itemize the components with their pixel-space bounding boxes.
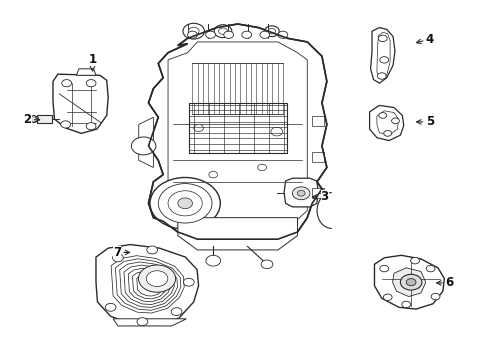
Text: 6: 6 xyxy=(437,276,453,289)
Circle shape xyxy=(383,294,392,301)
Circle shape xyxy=(147,271,168,287)
Circle shape xyxy=(105,303,116,311)
Bar xyxy=(37,115,52,123)
Circle shape xyxy=(171,308,182,316)
Circle shape xyxy=(62,80,72,87)
Circle shape xyxy=(384,131,392,136)
Polygon shape xyxy=(168,42,307,228)
Polygon shape xyxy=(178,218,297,250)
Polygon shape xyxy=(370,28,395,83)
Circle shape xyxy=(380,265,389,272)
Circle shape xyxy=(392,118,399,124)
Text: 5: 5 xyxy=(416,116,434,129)
Circle shape xyxy=(219,28,227,35)
Circle shape xyxy=(183,23,204,39)
Circle shape xyxy=(242,31,251,39)
Circle shape xyxy=(378,35,387,41)
Circle shape xyxy=(168,191,202,216)
Circle shape xyxy=(224,31,234,39)
Circle shape xyxy=(194,125,203,132)
Circle shape xyxy=(380,57,389,63)
Bar xyxy=(312,116,324,126)
Polygon shape xyxy=(284,178,318,207)
Circle shape xyxy=(86,123,96,130)
Polygon shape xyxy=(53,74,108,134)
Circle shape xyxy=(400,274,422,290)
Polygon shape xyxy=(96,244,198,325)
Circle shape xyxy=(261,260,273,269)
Circle shape xyxy=(377,73,386,79)
Circle shape xyxy=(206,255,220,266)
Text: 4: 4 xyxy=(416,32,434,46)
Polygon shape xyxy=(113,319,186,326)
Circle shape xyxy=(209,171,218,178)
Circle shape xyxy=(426,265,435,272)
Circle shape xyxy=(406,279,416,286)
Circle shape xyxy=(183,278,194,286)
Polygon shape xyxy=(76,69,96,75)
Circle shape xyxy=(131,137,156,155)
Bar xyxy=(189,103,287,153)
Circle shape xyxy=(431,293,440,300)
Polygon shape xyxy=(148,24,327,239)
Polygon shape xyxy=(369,105,404,140)
Circle shape xyxy=(206,31,216,39)
Circle shape xyxy=(258,164,267,171)
Text: 2: 2 xyxy=(24,113,40,126)
Circle shape xyxy=(265,26,279,37)
Polygon shape xyxy=(374,255,444,309)
Text: 7: 7 xyxy=(113,246,129,259)
Text: 3: 3 xyxy=(313,190,329,203)
Circle shape xyxy=(147,246,158,254)
Polygon shape xyxy=(392,268,426,297)
Bar xyxy=(312,188,324,198)
Circle shape xyxy=(188,27,199,35)
Circle shape xyxy=(271,127,283,136)
Polygon shape xyxy=(139,117,153,167)
Circle shape xyxy=(86,80,96,87)
Circle shape xyxy=(379,113,387,118)
Polygon shape xyxy=(30,116,38,123)
Circle shape xyxy=(139,265,175,292)
Circle shape xyxy=(188,31,197,39)
Text: 1: 1 xyxy=(89,53,97,71)
Circle shape xyxy=(61,121,71,128)
Circle shape xyxy=(113,254,123,262)
Bar xyxy=(312,152,324,162)
Circle shape xyxy=(293,187,310,200)
Circle shape xyxy=(137,318,148,325)
Circle shape xyxy=(178,198,193,209)
Circle shape xyxy=(158,184,212,223)
Circle shape xyxy=(150,177,220,229)
Circle shape xyxy=(402,301,411,308)
Circle shape xyxy=(268,28,275,34)
Circle shape xyxy=(278,31,288,39)
Circle shape xyxy=(260,31,270,39)
Circle shape xyxy=(297,190,305,196)
Circle shape xyxy=(214,25,232,38)
Circle shape xyxy=(411,257,419,264)
